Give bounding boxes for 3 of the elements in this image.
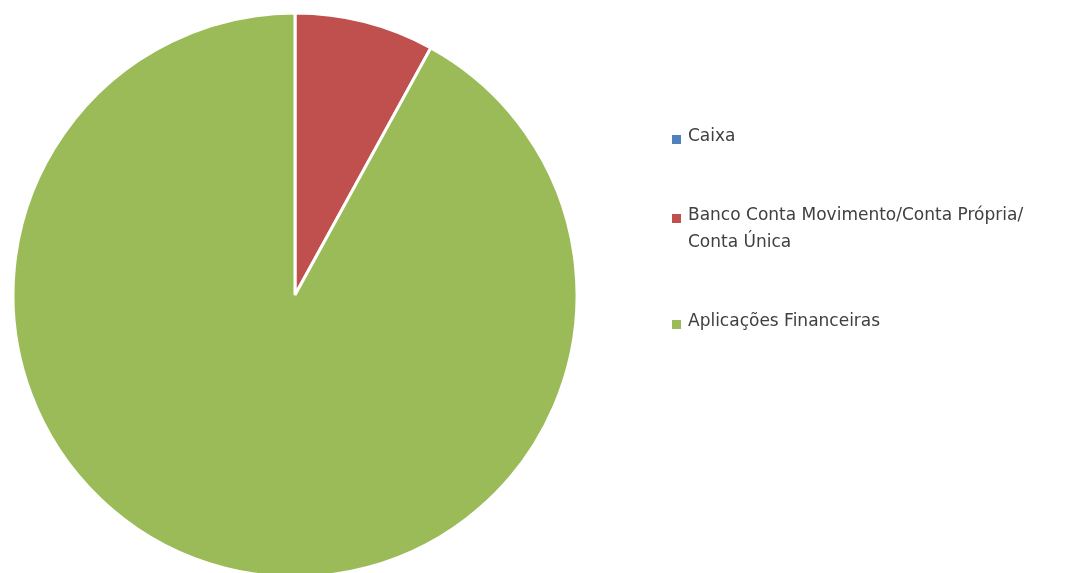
legend-label: Banco Conta Movimento/Conta Própria/ Conta Única [688,203,1025,253]
legend-label: Caixa [688,124,736,147]
legend-label: Aplicações Financeiras [688,309,881,332]
